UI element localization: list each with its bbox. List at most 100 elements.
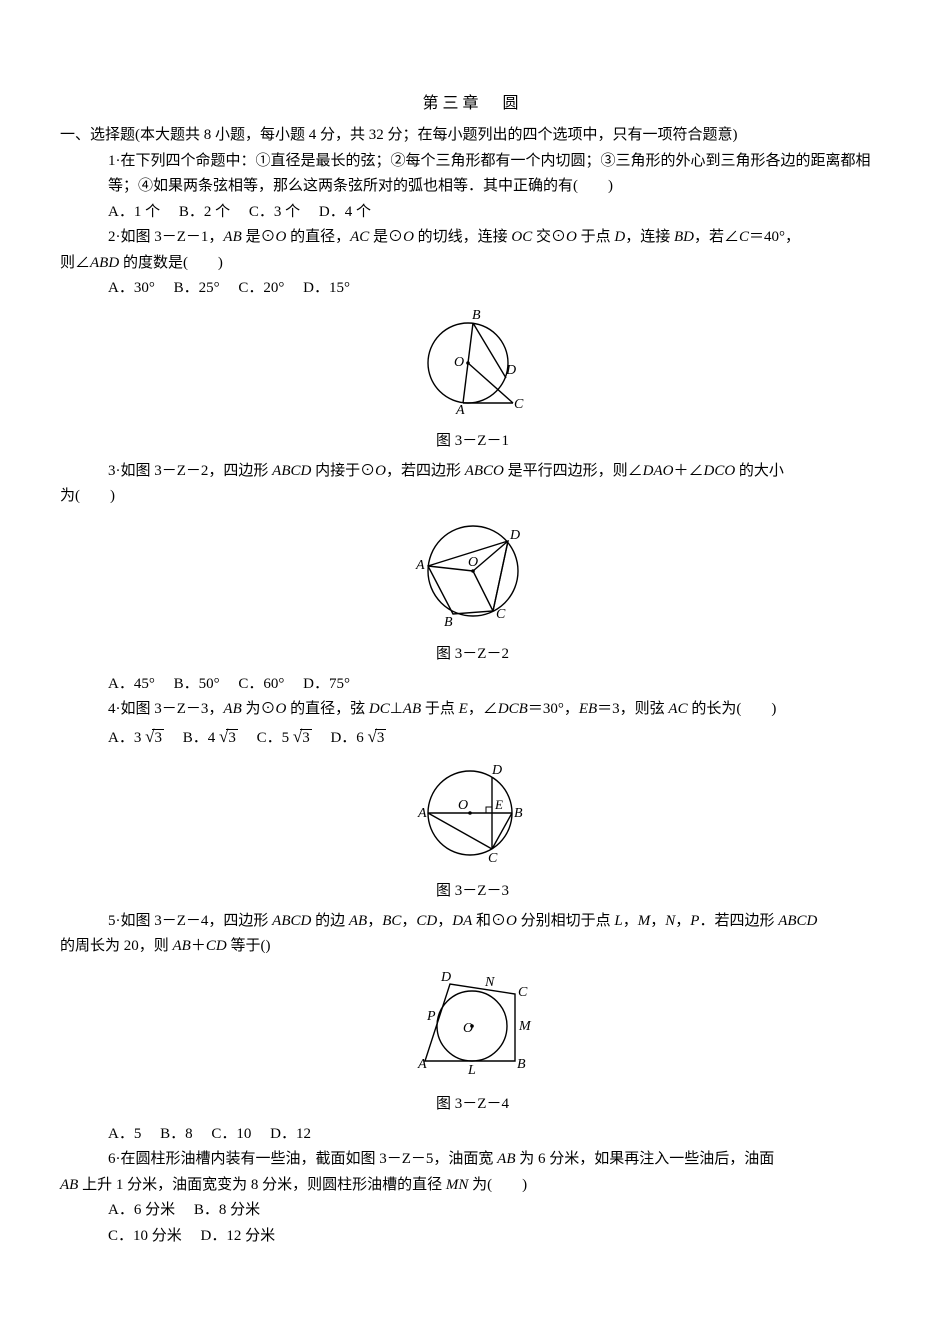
q4-sqrtD: 3 <box>375 729 387 746</box>
q6-l2b: 上升 1 分米，油面宽变为 8 分米，则圆柱形油槽的直径 <box>78 1177 446 1193</box>
q1-opt-d: D．4 个 <box>319 204 371 220</box>
q3-opt-b: B．50° <box>174 676 220 692</box>
svg-text:A: A <box>455 403 465 418</box>
q6-text-line2: AB 上升 1 分米，油面宽变为 8 分米，则圆柱形油槽的直径 MN 为( ) <box>60 1173 885 1199</box>
svg-text:D: D <box>509 528 520 543</box>
q4-opt-a: A．3 <box>108 730 145 746</box>
q5-l2a: 的周长为 20，则 <box>60 938 173 954</box>
q5-l2c: 等于() <box>227 938 271 954</box>
q1-opt-a: A．1 个 <box>108 204 160 220</box>
q4-ab: AB <box>223 701 241 717</box>
q5-abcd: ABCD <box>272 913 311 929</box>
q5-text-line2: 的周长为 20，则 AB＋CD 等于() <box>60 934 885 960</box>
q2-o2: O <box>403 229 414 245</box>
figure-3z3: A B D C E O <box>60 758 885 878</box>
q2-m1: 是⊙ <box>242 229 276 245</box>
q6-opt-a: A．6 分米 <box>108 1202 175 1218</box>
q1-body: ·在下列四个命题中：①直径是最长的弦；②每个三角形都有一个内切圆；③三角形的外心… <box>108 153 871 195</box>
q3-dao: DAO <box>643 463 674 479</box>
svg-text:D: D <box>491 763 502 778</box>
q4-m5: ，∠ <box>468 701 498 717</box>
q1-options: A．1 个 B．2 个 C．3 个 D．4 个 <box>60 200 885 226</box>
q2-ab: AB <box>223 229 241 245</box>
q5-m: M <box>638 913 651 929</box>
section-heading: 一、选择题(本大题共 8 小题，每小题 4 分，共 32 分；在每小题列出的四个… <box>60 123 885 149</box>
q5-m9: ， <box>675 913 690 929</box>
q4-opt-b: B．4 <box>183 730 219 746</box>
q4-m4: 于点 <box>421 701 459 717</box>
figure-3z1-caption: 图 3－Z－1 <box>60 429 885 455</box>
q6-options-row1: A．6 分米 B．8 分米 <box>60 1198 885 1224</box>
q5-cd: CD <box>416 913 437 929</box>
q3-m2: ，若四边形 <box>386 463 465 479</box>
svg-text:B: B <box>514 806 523 821</box>
q3-num: 3 <box>108 463 116 479</box>
svg-text:O: O <box>458 798 468 813</box>
q5-ab: AB <box>349 913 367 929</box>
q2-m2: 的直径， <box>286 229 350 245</box>
q4-m7: ＝3，则弦 <box>597 701 668 717</box>
figure-3z4: A B C D L M N P O <box>60 966 885 1091</box>
q2-pre: ·如图 3－Z－1， <box>116 229 224 245</box>
q2-opt-d: D．15° <box>303 280 350 296</box>
q5-pre: ·如图 3－Z－4，四边形 <box>116 913 273 929</box>
q2-options: A．30° B．25° C．20° D．15° <box>60 276 885 302</box>
q5-m7: ， <box>623 913 638 929</box>
q6-num: 6 <box>108 1151 116 1167</box>
q5-m1: 的边 <box>311 913 349 929</box>
q3-text-line2: 为( ) <box>60 484 885 510</box>
q4-m1: 为⊙ <box>242 701 276 717</box>
figure-3z1: B O D C A <box>60 308 885 428</box>
q5-l: L <box>614 913 622 929</box>
svg-text:C: C <box>518 985 528 1000</box>
q5-da: DA <box>452 913 472 929</box>
q5-ab2: AB <box>173 938 191 954</box>
q2-o1: O <box>276 229 287 245</box>
q4-ab2: AB <box>403 701 421 717</box>
svg-text:A: A <box>415 558 425 573</box>
q3-text-line1: 3·如图 3－Z－2，四边形 ABCD 内接于⊙O，若四边形 ABCO 是平行四… <box>60 459 885 485</box>
q5-m8: ， <box>650 913 665 929</box>
q2-m4: 的切线，连接 <box>414 229 512 245</box>
q3-m4: ＋∠ <box>673 463 703 479</box>
q5-opt-c: C．10 <box>211 1126 251 1142</box>
q2-text-line1: 2·如图 3－Z－1，AB 是⊙O 的直径，AC 是⊙O 的切线，连接 OC 交… <box>60 225 885 251</box>
q2-m7: ，连接 <box>625 229 674 245</box>
q3-options: A．45° B．50° C．60° D．75° <box>60 672 885 698</box>
q2-m3: 是⊙ <box>369 229 403 245</box>
q6-ab2: AB <box>60 1177 78 1193</box>
q3-opt-c: C．60° <box>238 676 284 692</box>
q3-opt-a: A．45° <box>108 676 155 692</box>
q2-m6: 于点 <box>577 229 615 245</box>
svg-text:A: A <box>417 806 427 821</box>
q6-opt-c: C．10 分米 <box>108 1228 182 1244</box>
q2-c: C <box>739 229 749 245</box>
svg-text:D: D <box>505 363 516 378</box>
svg-text:N: N <box>484 975 495 990</box>
q6-opt-b: B．8 分米 <box>194 1202 260 1218</box>
q6-mn: MN <box>446 1177 469 1193</box>
q4-num: 4 <box>108 701 116 717</box>
q3-opt-d: D．75° <box>303 676 350 692</box>
q2-abd: ABD <box>90 255 119 271</box>
q1-opt-c: C．3 个 <box>249 204 300 220</box>
q3-o: O <box>375 463 386 479</box>
q5-opt-a: A．5 <box>108 1126 141 1142</box>
q5-m6: 分别相切于点 <box>517 913 615 929</box>
q2-opt-c: C．20° <box>238 280 284 296</box>
q2-opt-b: B．25° <box>174 280 220 296</box>
q6-pre: ·在圆柱形油槽内装有一些油，截面如图 3－Z－5，油面宽 <box>116 1151 498 1167</box>
svg-text:C: C <box>514 397 524 412</box>
svg-text:L: L <box>467 1063 476 1078</box>
q6-ab1: AB <box>497 1151 515 1167</box>
q6-m1: 为 6 分米，如果再注入一些油后，油面 <box>516 1151 775 1167</box>
figure-3z1-svg: B O D C A <box>418 308 528 418</box>
q5-opt-d: D．12 <box>270 1126 311 1142</box>
svg-text:A: A <box>417 1057 427 1072</box>
q6-opt-d: D．12 分米 <box>201 1228 276 1244</box>
q2-m9: ＝40°， <box>749 229 800 245</box>
svg-text:B: B <box>472 308 481 323</box>
q2-text-line2: 则∠ABD 的度数是( ) <box>60 251 885 277</box>
q5-m3: ， <box>401 913 416 929</box>
q4-opt-d: D．6 <box>330 730 367 746</box>
